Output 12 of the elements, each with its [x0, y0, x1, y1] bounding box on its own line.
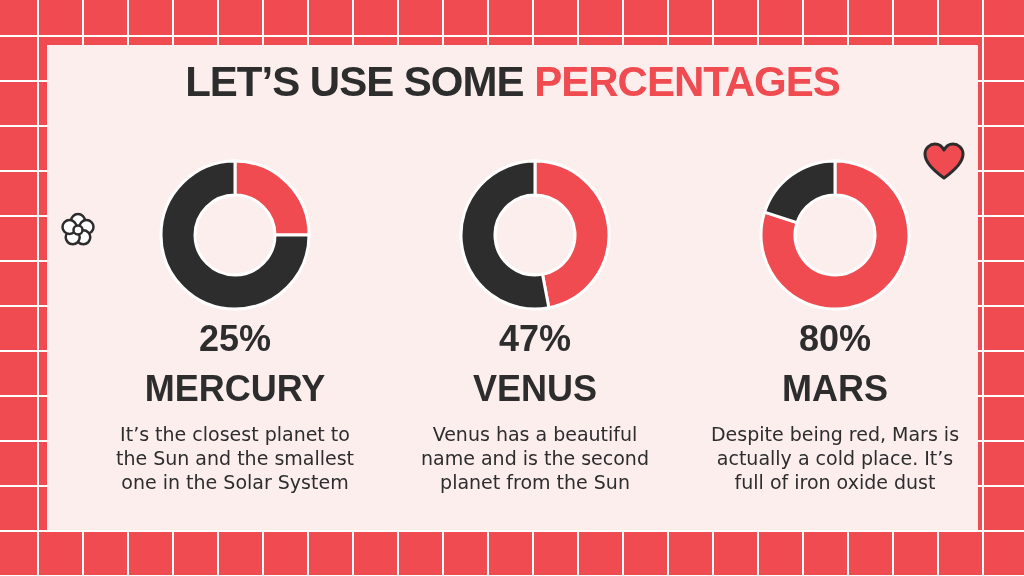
text: MARS [782, 368, 888, 409]
text: VENUS [472, 368, 598, 409]
text: It’s the closest planet to the Sun and the smallest one in the Solar System [115, 423, 355, 493]
donut-slice [759, 159, 911, 311]
text: 80% [798, 318, 872, 359]
text: 47% [498, 318, 572, 359]
text: 25% [198, 318, 272, 359]
text: LET’S USE SOME PERCENTAGES [185, 58, 840, 105]
text: MERCURY [144, 368, 326, 409]
text: Venus has a beautiful name and is the second planet from the Sun [421, 423, 649, 493]
text: Despite being red, Mars is actually a cold place. It’s full of iron oxide dust [710, 423, 960, 493]
donut-slice [159, 159, 311, 311]
